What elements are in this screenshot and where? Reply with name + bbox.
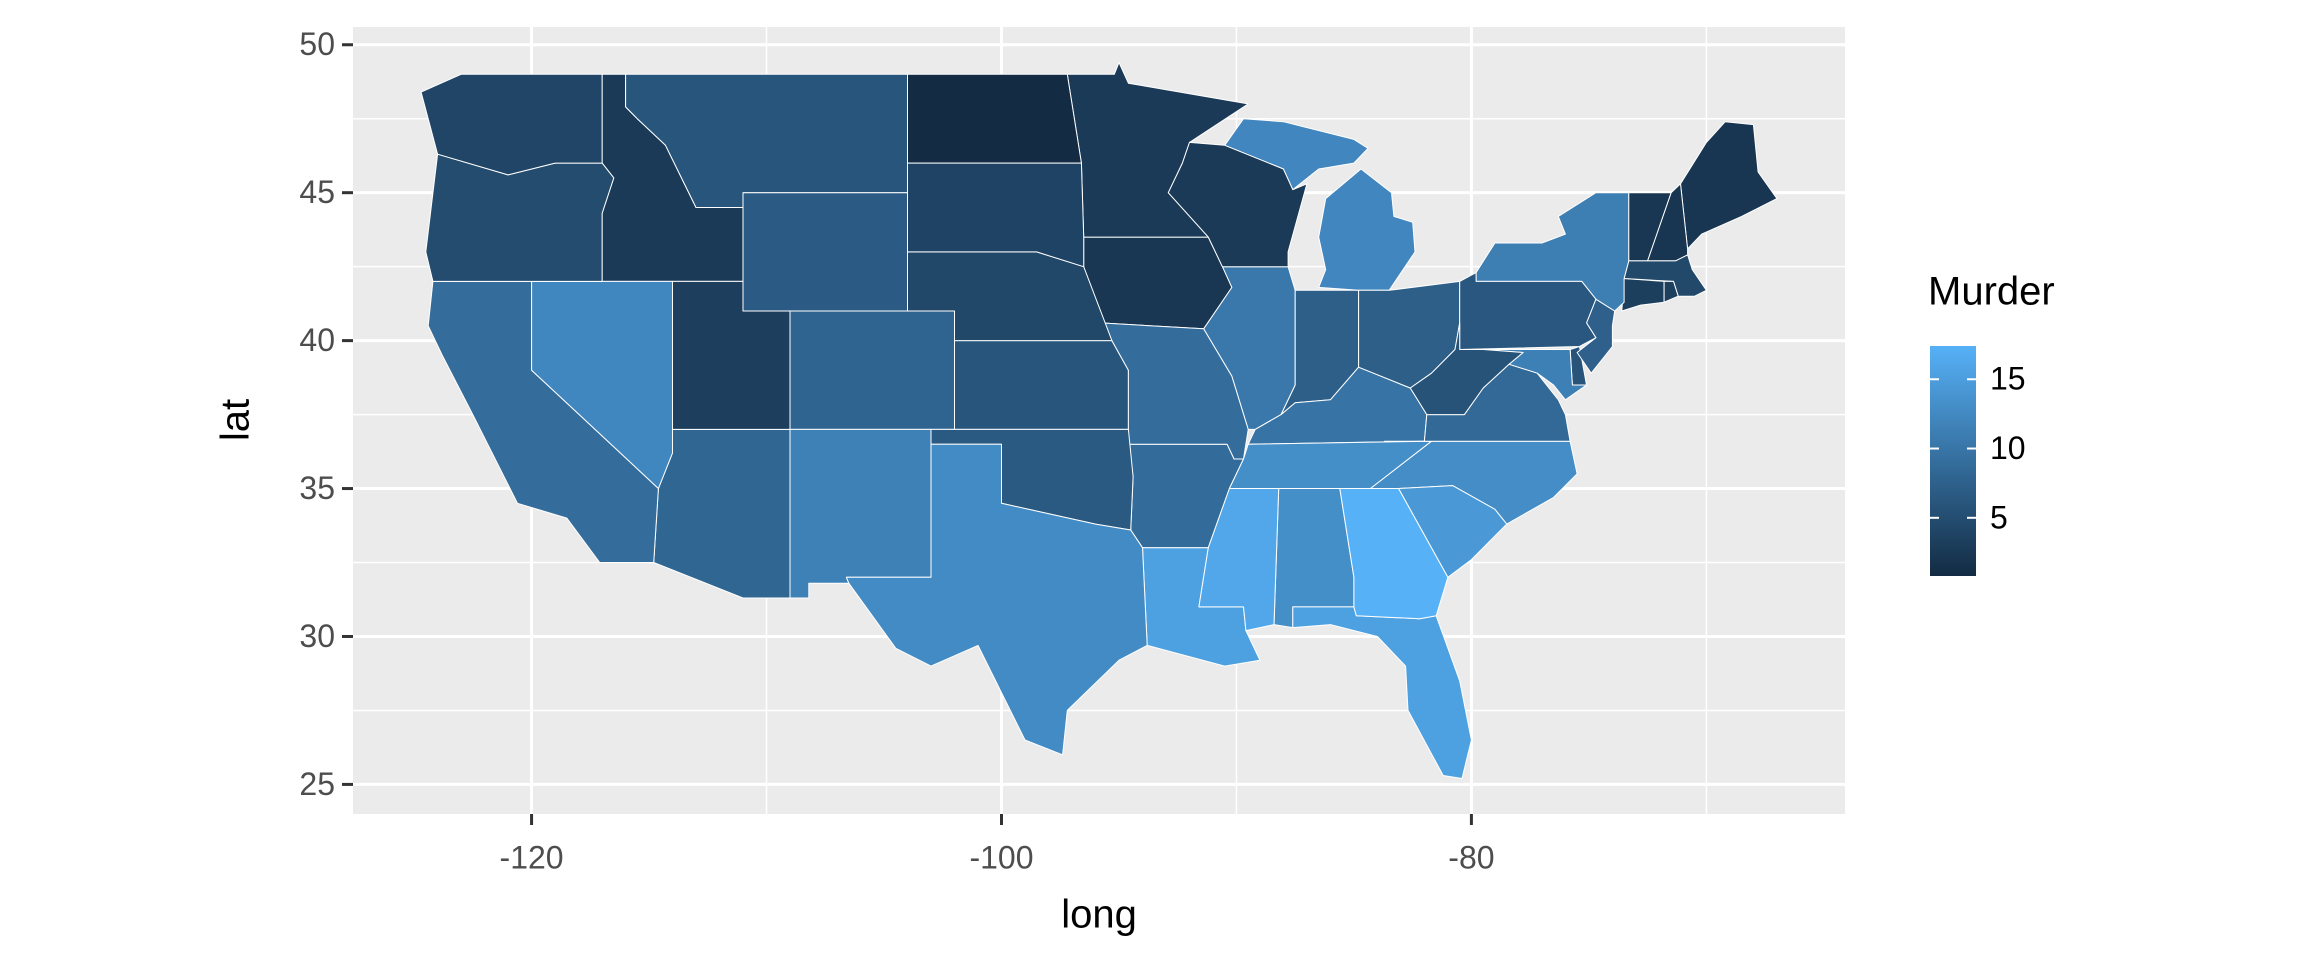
state (1628, 192, 1672, 262)
state (1680, 121, 1778, 250)
state (907, 162, 1085, 268)
state (1398, 485, 1508, 578)
state (742, 192, 908, 312)
legend-title: Murder (1928, 270, 2055, 314)
state (907, 73, 1082, 164)
legend: 5 10 15 (1930, 361, 2026, 535)
y-tick-label: 45 (299, 174, 335, 210)
y-tick-label: 30 (299, 618, 335, 654)
legend-tick-label: 15 (1990, 361, 2026, 397)
legend-tick-label: 5 (1990, 499, 2008, 535)
state (1409, 322, 1524, 416)
map (420, 62, 1778, 779)
y-tick-label: 25 (299, 766, 335, 802)
state (1198, 488, 1280, 632)
x-tick-label: -120 (500, 839, 564, 875)
x-tick-label: -80 (1448, 839, 1494, 875)
state (1459, 272, 1597, 350)
axes: -120 -100 -80 25 30 35 40 45 50 (299, 26, 1494, 875)
x-tick-label: -100 (969, 839, 1033, 875)
state (845, 443, 1148, 756)
state (1663, 280, 1679, 303)
legend-tick-label: 10 (1990, 430, 2026, 466)
x-axis-title: long (1061, 893, 1137, 937)
y-tick-label: 50 (299, 26, 335, 62)
state (1167, 141, 1308, 268)
state (789, 310, 955, 430)
y-tick-label: 35 (299, 470, 335, 506)
state (1099, 322, 1249, 460)
state (425, 153, 615, 282)
state (420, 73, 603, 176)
y-axis-title: lat (214, 399, 258, 441)
state (954, 340, 1129, 430)
state (531, 280, 673, 489)
state (1083, 236, 1233, 330)
colorbar (1930, 346, 1976, 576)
state (789, 428, 932, 599)
y-tick-label: 40 (299, 322, 335, 358)
